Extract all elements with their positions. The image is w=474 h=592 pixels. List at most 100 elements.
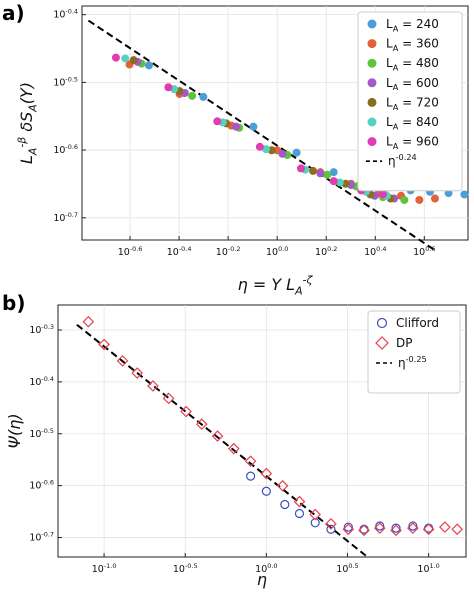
data-point: [439, 521, 451, 533]
data-point: [460, 190, 469, 199]
x-tick-label: 100.5: [336, 562, 358, 575]
data-point: [408, 521, 418, 531]
data-point: [232, 122, 241, 131]
data-point: [276, 479, 289, 492]
x-tick-label: 100.2: [315, 245, 337, 258]
data-point: [249, 122, 258, 131]
x-tick-label: 101.0: [417, 562, 439, 575]
data-point: [415, 195, 424, 204]
data-point: [195, 418, 208, 431]
x-tick-label: 10-0.2: [216, 245, 241, 258]
data-point: [164, 83, 173, 92]
x-axis-title: η: [257, 570, 267, 589]
data-point: [180, 405, 192, 418]
legend-marker: [367, 117, 377, 127]
legend-label: LA = 720: [386, 95, 439, 111]
legend-marker: [367, 97, 377, 107]
data-point: [329, 177, 338, 186]
y-tick-label: 10-0.6: [53, 143, 78, 156]
data-point: [373, 522, 386, 534]
legend-marker: [376, 317, 388, 329]
legend: LA = 240 LA = 360 LA = 480 LA = 600 LA = 720…: [357, 11, 463, 192]
panel-label: b): [2, 291, 25, 315]
x-tick-label: 100.0: [266, 245, 288, 258]
y-tick-label: 10-0.7: [29, 531, 54, 544]
x-tick-label: 10-0.5: [173, 562, 198, 575]
legend-label: η-0.24: [388, 152, 417, 168]
data-point: [309, 166, 318, 175]
data-point: [375, 521, 385, 531]
data-point: [147, 380, 159, 392]
data-point: [111, 53, 120, 62]
legend: Clifford DP η-0.25: [367, 310, 461, 394]
data-point: [342, 523, 355, 536]
data-point: [255, 142, 264, 151]
data-point: [129, 56, 138, 65]
data-point: [358, 524, 370, 537]
data-point: [407, 522, 419, 534]
fit-line: [87, 19, 436, 252]
data-point: [144, 61, 153, 70]
data-point: [199, 92, 208, 101]
x-tick-label: 10-0.4: [167, 245, 192, 258]
legend-marker: [367, 39, 377, 49]
data-point: [378, 190, 387, 199]
data-point: [82, 315, 95, 328]
data-point: [292, 148, 301, 157]
data-point: [227, 442, 240, 455]
legend-box: [367, 310, 461, 394]
y-tick-label: 10-0.7: [53, 211, 78, 224]
data-point: [390, 524, 402, 537]
data-point: [325, 518, 337, 530]
data-point: [121, 54, 130, 63]
legend-label: LA = 480: [386, 56, 439, 72]
data-point: [261, 145, 270, 154]
data-point: [335, 178, 344, 187]
x-tick-label: 10-1.0: [92, 562, 117, 575]
data-point: [162, 392, 175, 405]
data-point: [323, 170, 332, 179]
data-point: [260, 467, 273, 480]
y-tick-label: 10-0.3: [29, 323, 54, 336]
x-tick-label: 10-0.6: [118, 245, 143, 258]
data-point: [309, 508, 322, 521]
chart-panel-a: 10-0.6 10-0.4 10-0.2 100.0 100.2 100.4 100.6 10…: [2, 1, 469, 297]
y-tick-label: 10-0.5: [53, 75, 78, 88]
data-point: [329, 168, 338, 177]
legend-label: DP: [396, 336, 412, 350]
y-tick-label: 10-0.5: [29, 427, 54, 440]
data-point: [278, 149, 287, 158]
y-axis-title: Ψ(η): [5, 413, 24, 448]
legend-marker: [367, 19, 377, 29]
legend-box: [357, 11, 463, 192]
y-axis-title: LA-β δSA(Y): [15, 82, 39, 164]
data-point: [98, 338, 110, 351]
data-point: [391, 523, 401, 533]
data-point: [451, 523, 464, 536]
legend-marker: [375, 336, 389, 350]
data-point: [343, 522, 353, 532]
data-point: [213, 117, 222, 126]
x-tick-label: 100.0: [255, 562, 277, 575]
data-point: [211, 430, 224, 442]
data-point: [294, 508, 305, 519]
legend-label: LA = 360: [386, 37, 439, 53]
panel-label: a): [2, 1, 25, 25]
y-tick-label: 10-0.4: [53, 8, 78, 21]
data-point: [116, 355, 129, 367]
data-point: [400, 195, 409, 204]
data-point: [326, 524, 336, 534]
y-tick-label: 10-0.4: [29, 375, 54, 388]
data-point: [246, 471, 256, 481]
legend-marker: [367, 137, 377, 147]
legend-label: LA = 960: [386, 135, 439, 151]
data-point: [422, 523, 435, 536]
data-point: [280, 499, 290, 510]
chart-panel-b: 10-1.0 10-0.5 100.0 100.5 101.0 10-0.7 10-0.6 1…: [2, 291, 467, 589]
data-point: [244, 455, 257, 468]
legend-marker: [367, 58, 377, 68]
data-point: [296, 164, 305, 173]
legend-label: η-0.25: [398, 354, 427, 370]
x-tick-label: 100.6: [413, 245, 435, 258]
